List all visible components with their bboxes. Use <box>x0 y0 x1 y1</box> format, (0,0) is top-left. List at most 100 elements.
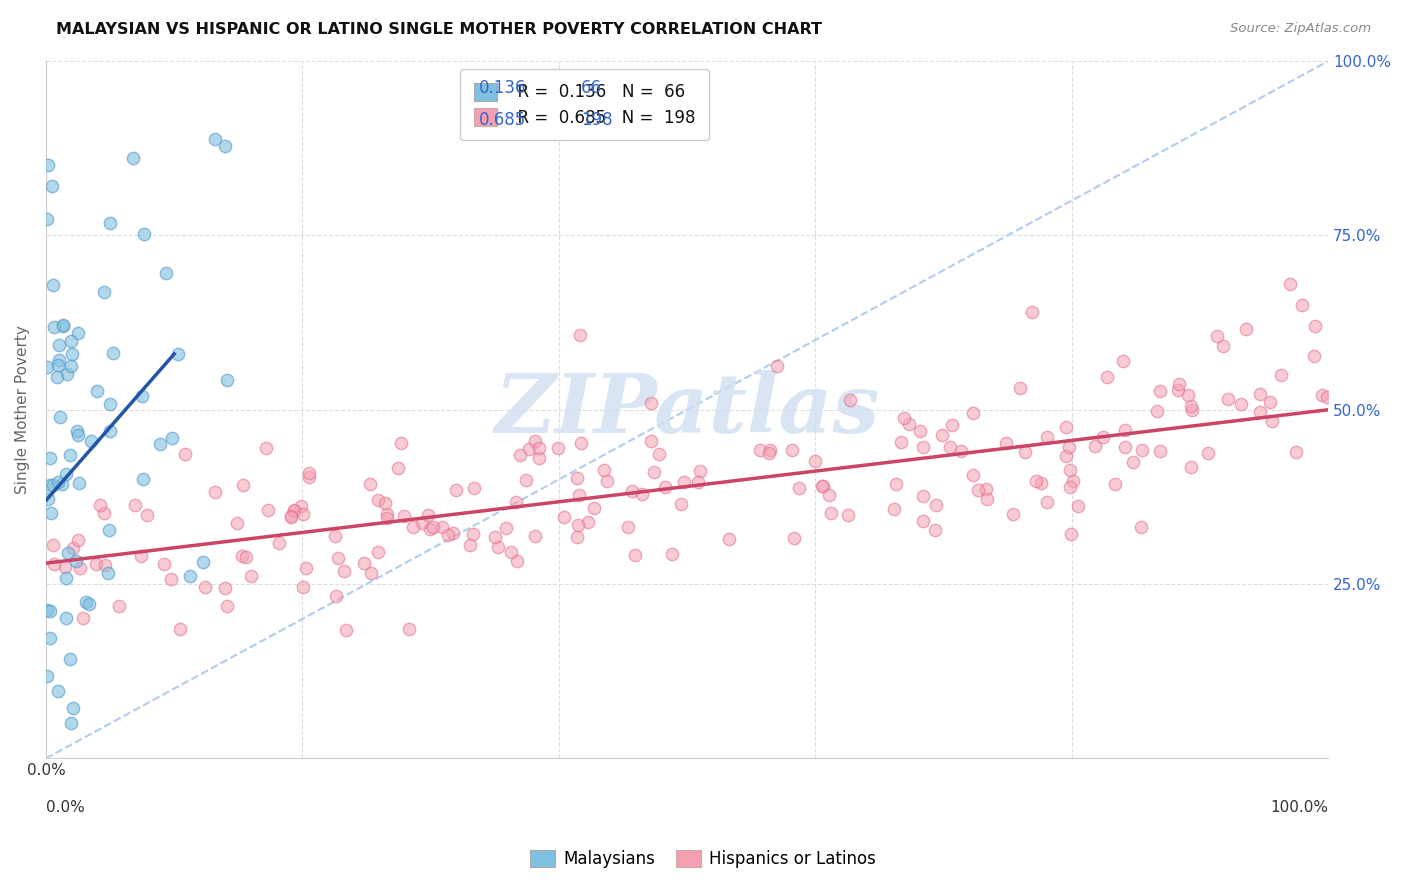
Point <box>1234 321 1257 335</box>
Point <box>169 622 191 636</box>
Point <box>569 327 592 342</box>
Point <box>925 498 948 512</box>
Point <box>1114 440 1136 454</box>
Point <box>398 622 420 636</box>
Point <box>966 483 988 497</box>
Point <box>517 442 540 456</box>
Point <box>66 428 89 442</box>
Point <box>69 561 91 575</box>
Point <box>42 478 65 492</box>
Point <box>353 556 375 570</box>
Point <box>1249 387 1271 401</box>
Point <box>1059 440 1081 454</box>
Point <box>783 531 806 545</box>
Point <box>291 508 314 522</box>
Point <box>962 406 984 420</box>
Point <box>411 516 433 530</box>
Point <box>38 604 60 618</box>
Point <box>1111 354 1133 368</box>
Point <box>1197 446 1219 460</box>
Point <box>290 499 312 513</box>
Point <box>62 347 84 361</box>
Point <box>97 523 120 537</box>
Point <box>1104 476 1126 491</box>
Point <box>129 549 152 564</box>
Point <box>240 568 263 582</box>
Point <box>52 318 75 333</box>
Point <box>217 599 239 614</box>
Point <box>204 484 226 499</box>
Text: 100.0%: 100.0% <box>1270 800 1329 815</box>
Point <box>1149 443 1171 458</box>
Point <box>191 555 214 569</box>
Point <box>59 652 82 666</box>
Point <box>231 549 253 563</box>
Legend:   R =  0.136   N =  66 ,   R =  0.685   N =  198: R = 0.136 N = 66 , R = 0.685 N = 198 <box>460 70 709 140</box>
Point <box>640 434 662 449</box>
Point <box>280 508 302 523</box>
Point <box>155 266 177 280</box>
Point <box>553 510 575 524</box>
Point <box>72 610 94 624</box>
Point <box>204 132 226 146</box>
Point <box>298 467 321 481</box>
Point <box>672 475 695 490</box>
Point <box>1180 400 1202 414</box>
Point <box>375 511 398 525</box>
Point <box>98 396 121 410</box>
Point <box>495 521 517 535</box>
Point <box>66 424 89 438</box>
Y-axis label: Single Mother Poverty: Single Mother Poverty <box>15 326 30 494</box>
Point <box>569 435 592 450</box>
Point <box>214 139 236 153</box>
Point <box>98 424 121 438</box>
Point <box>1059 480 1081 494</box>
Point <box>838 393 860 408</box>
Point <box>506 554 529 568</box>
Point <box>326 551 349 566</box>
Point <box>325 528 347 542</box>
Point <box>941 418 963 433</box>
Point <box>56 546 79 560</box>
Point <box>1205 329 1227 343</box>
Point <box>1212 339 1234 353</box>
Point <box>1270 368 1292 383</box>
Point <box>174 447 197 461</box>
Point <box>486 541 509 555</box>
Text: 0.136: 0.136 <box>479 78 527 96</box>
Point <box>911 514 934 528</box>
Point <box>179 569 201 583</box>
Point <box>654 479 676 493</box>
Point <box>37 603 59 617</box>
Point <box>55 467 77 481</box>
Point <box>42 278 65 293</box>
Point <box>759 442 782 457</box>
Point <box>1167 384 1189 398</box>
Point <box>39 450 62 465</box>
Point <box>437 528 460 542</box>
Point <box>62 700 84 714</box>
Point <box>55 367 77 381</box>
Point <box>89 498 111 512</box>
Point <box>41 538 63 552</box>
Point <box>441 525 464 540</box>
Text: Source: ZipAtlas.com: Source: ZipAtlas.com <box>1230 22 1371 36</box>
Point <box>1066 499 1088 513</box>
Point <box>387 461 409 475</box>
Point <box>631 487 654 501</box>
Point <box>79 597 101 611</box>
Point <box>226 516 249 531</box>
Point <box>232 478 254 492</box>
Point <box>818 488 841 502</box>
Point <box>565 530 588 544</box>
Point <box>194 580 217 594</box>
Point <box>547 441 569 455</box>
Point <box>1216 392 1239 406</box>
Point <box>1060 526 1083 541</box>
Point <box>66 533 89 548</box>
Point <box>1095 370 1118 384</box>
Point <box>527 442 550 456</box>
Point <box>332 564 354 578</box>
Point <box>1180 459 1202 474</box>
Point <box>60 359 83 373</box>
